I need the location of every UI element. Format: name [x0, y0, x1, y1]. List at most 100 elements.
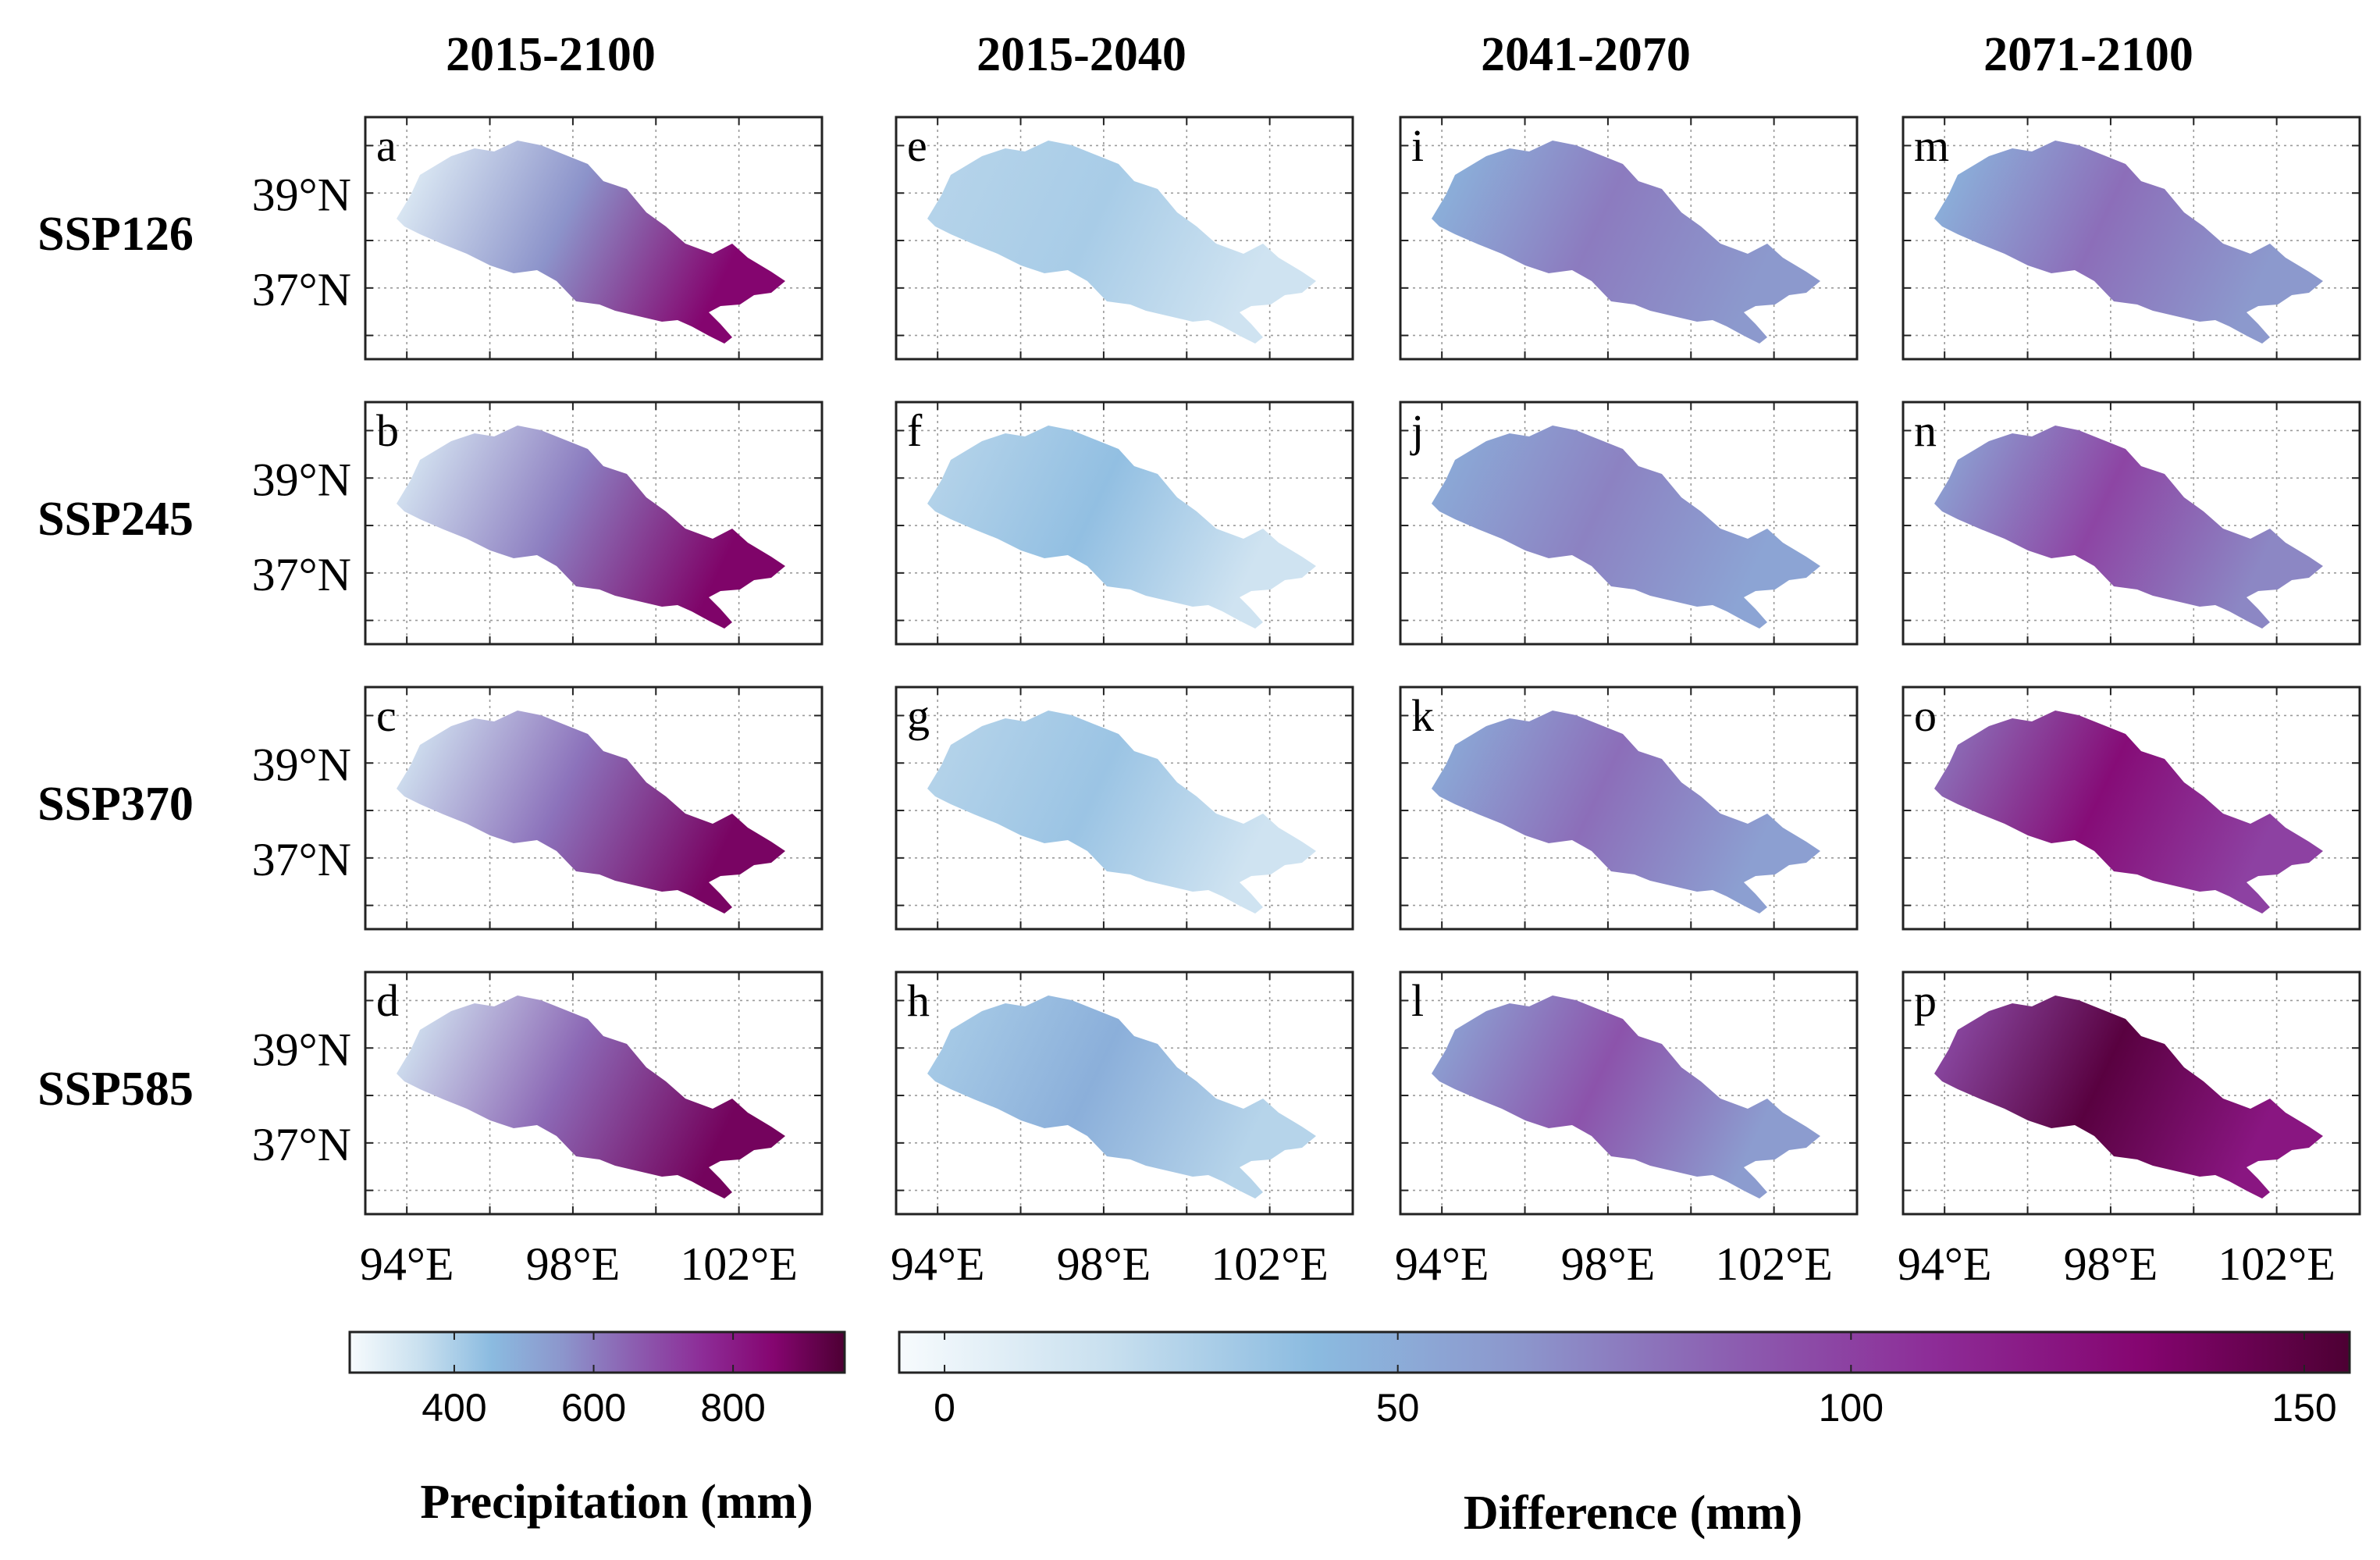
- column-title: 2015-2040: [977, 28, 1186, 81]
- map-panels: a 39°N 37°N e i m b 39°N 37°N f j n c 39°N 37°N g k o d 39°…: [252, 116, 2361, 1290]
- basin-field: [397, 141, 785, 344]
- panel-frame: [1399, 686, 1859, 931]
- row-label: SSP370: [37, 778, 194, 831]
- map-panel-n: n: [1902, 401, 2361, 646]
- map-panel-j: j: [1399, 401, 1859, 646]
- column-title: 2015-2100: [446, 28, 656, 81]
- panel-letter: p: [1914, 975, 1937, 1026]
- panel-frame: [364, 971, 824, 1216]
- map-panel-d: d 39°N 37°N 94°E 98°E 102°E: [252, 971, 824, 1290]
- panel-letter: l: [1411, 975, 1424, 1026]
- map-panel-b: b 39°N 37°N: [252, 401, 824, 646]
- x-tick-label: 102°E: [2218, 1238, 2336, 1290]
- colorbar-difference: 0 50 100 150 Difference (mm): [898, 1330, 2351, 1540]
- panel-frame: [364, 401, 824, 646]
- panel-letter: h: [907, 975, 930, 1026]
- map-panel-g: g: [895, 686, 1354, 931]
- column-titles: 2015-2100 2015-2040 2041-2070 2071-2100: [446, 28, 2193, 81]
- panel-frame: [1399, 116, 1859, 361]
- basin-field: [1432, 711, 1820, 914]
- map-panel-o: o: [1902, 686, 2361, 931]
- y-tick-label: 39°N: [252, 739, 351, 790]
- basin-field: [927, 995, 1316, 1198]
- map-panel-f: f: [895, 401, 1354, 646]
- x-tick-label: 98°E: [1057, 1238, 1151, 1290]
- x-tick-label: 98°E: [2064, 1238, 2158, 1290]
- x-tick-label: 102°E: [1715, 1238, 1833, 1290]
- x-tick-label: 102°E: [680, 1238, 798, 1290]
- x-tick-label: 94°E: [891, 1238, 985, 1290]
- panel-frame: [895, 401, 1354, 646]
- panel-letter: e: [907, 120, 927, 171]
- basin-field: [1934, 141, 2323, 344]
- y-tick-label: 39°N: [252, 454, 351, 505]
- panel-frame: [364, 686, 824, 931]
- colorbar-gradient: [898, 1330, 2351, 1374]
- basin-field: [927, 426, 1316, 629]
- colorbar-gradient: [348, 1330, 846, 1374]
- panel-letter: c: [376, 690, 397, 741]
- row-label: SSP126: [37, 208, 194, 261]
- basin-field: [1432, 995, 1820, 1198]
- panel-frame: [1399, 971, 1859, 1216]
- colorbar-tick-label: 800: [700, 1386, 765, 1430]
- row-label: SSP245: [37, 493, 194, 546]
- row-label: SSP585: [37, 1063, 194, 1116]
- x-tick-label: 94°E: [1898, 1238, 1992, 1290]
- basin-field: [397, 711, 785, 914]
- colorbar-tick-label: 0: [934, 1386, 955, 1430]
- panel-letter: a: [376, 120, 397, 171]
- basin-field: [1432, 141, 1820, 344]
- map-panel-e: e: [895, 116, 1354, 361]
- basin-field: [397, 995, 785, 1198]
- basin-field: [927, 711, 1316, 914]
- panel-frame: [1902, 116, 2361, 361]
- column-title: 2041-2070: [1481, 28, 1691, 81]
- colorbar-tick-label: 100: [1819, 1386, 1884, 1430]
- map-panel-k: k: [1399, 686, 1859, 931]
- colorbar-label: Precipitation (mm): [420, 1476, 813, 1529]
- panel-letter: f: [907, 405, 923, 456]
- panel-letter: d: [376, 975, 399, 1026]
- colorbar-tick-label: 600: [561, 1386, 626, 1430]
- x-tick-label: 98°E: [1561, 1238, 1656, 1290]
- map-panel-p: p 94°E 98°E 102°E: [1898, 971, 2361, 1290]
- colorbar-tick-label: 50: [1376, 1386, 1420, 1430]
- panel-letter: n: [1914, 405, 1937, 456]
- x-tick-label: 98°E: [526, 1238, 621, 1290]
- y-tick-label: 37°N: [252, 834, 351, 885]
- y-tick-label: 37°N: [252, 1119, 351, 1170]
- colorbar-tick-label: 400: [422, 1386, 486, 1430]
- panel-letter: j: [1410, 405, 1424, 456]
- colorbars: 400 600 800 Precipitation (mm) 0 50 100 150 Diff…: [348, 1330, 2351, 1540]
- panel-letter: o: [1914, 690, 1937, 741]
- map-panel-h: h 94°E 98°E 102°E: [891, 971, 1354, 1290]
- basin-field: [1934, 426, 2323, 629]
- colorbar-tick-label: 150: [2271, 1386, 2336, 1430]
- basin-field: [927, 141, 1316, 344]
- column-title: 2071-2100: [1983, 28, 2193, 81]
- map-panel-l: l 94°E 98°E 102°E: [1395, 971, 1859, 1290]
- basin-field: [1934, 711, 2323, 914]
- panel-frame: [895, 686, 1354, 931]
- panel-letter: b: [376, 405, 399, 456]
- x-tick-label: 102°E: [1211, 1238, 1329, 1290]
- panel-letter: i: [1411, 120, 1424, 171]
- basin-field: [1934, 995, 2323, 1198]
- colorbar-label: Difference (mm): [1464, 1487, 1802, 1540]
- map-panel-i: i: [1399, 116, 1859, 361]
- map-panel-m: m: [1902, 116, 2361, 361]
- panel-letter: k: [1411, 690, 1434, 741]
- y-tick-label: 39°N: [252, 169, 351, 220]
- panel-frame: [1902, 401, 2361, 646]
- map-panel-a: a 39°N 37°N: [252, 116, 824, 361]
- colorbar-precipitation: 400 600 800 Precipitation (mm): [348, 1330, 846, 1529]
- x-tick-label: 94°E: [360, 1238, 454, 1290]
- panel-frame: [895, 116, 1354, 361]
- panel-frame: [895, 971, 1354, 1216]
- panel-frame: [1399, 401, 1859, 646]
- basin-field: [1432, 426, 1820, 629]
- map-panel-c: c 39°N 37°N: [252, 686, 824, 931]
- row-labels: SSP126 SSP245 SSP370 SSP585: [37, 208, 194, 1116]
